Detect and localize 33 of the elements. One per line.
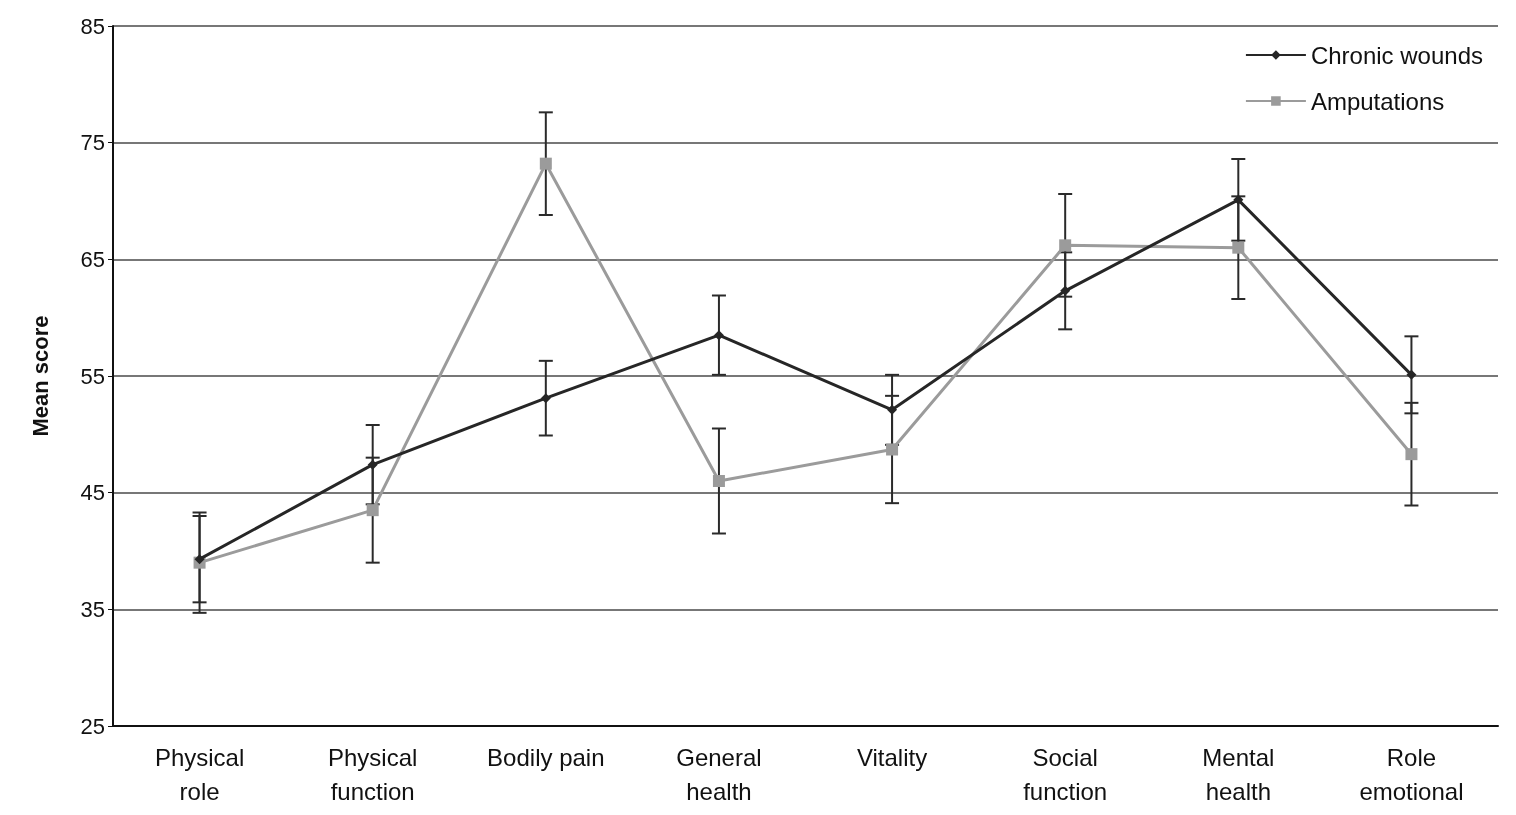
x-tick-label: Bodily pain: [487, 743, 605, 771]
point: [366, 504, 379, 517]
y-tick-label: 65: [80, 246, 105, 272]
y-tick-label: 35: [80, 596, 105, 622]
point: [1232, 241, 1245, 254]
x-tick-label: Role emotional: [1359, 743, 1464, 805]
point: [194, 554, 205, 565]
x-tick-label: Mental health: [1202, 743, 1275, 805]
y-tick-label: 85: [80, 13, 105, 39]
x-tick-label: Vitality: [856, 743, 928, 771]
x-tick-label: General health: [676, 743, 762, 805]
y-axis-title: Mean score: [27, 315, 53, 437]
point: [367, 459, 378, 470]
y-tick-label: 45: [80, 480, 105, 506]
point: [713, 330, 724, 341]
point: [1233, 194, 1244, 205]
point: [712, 475, 725, 487]
point: [1060, 285, 1071, 296]
y-tick-label: 25: [80, 713, 105, 739]
point: [540, 393, 551, 404]
point: [887, 404, 898, 415]
point: [1405, 448, 1418, 461]
y-tick-label: 55: [80, 363, 105, 389]
point: [539, 157, 552, 170]
point: [1059, 239, 1072, 252]
x-tick-label: Social function: [1023, 743, 1108, 805]
point: [886, 443, 899, 456]
x-tick-label: Physical role: [154, 743, 245, 805]
point: [1406, 369, 1417, 380]
y-tick-label: 75: [80, 130, 105, 156]
x-tick-label: Physical function: [328, 743, 418, 805]
legend-label: Chronic wounds: [1310, 41, 1483, 69]
legend-label: Amputations: [1310, 87, 1445, 115]
